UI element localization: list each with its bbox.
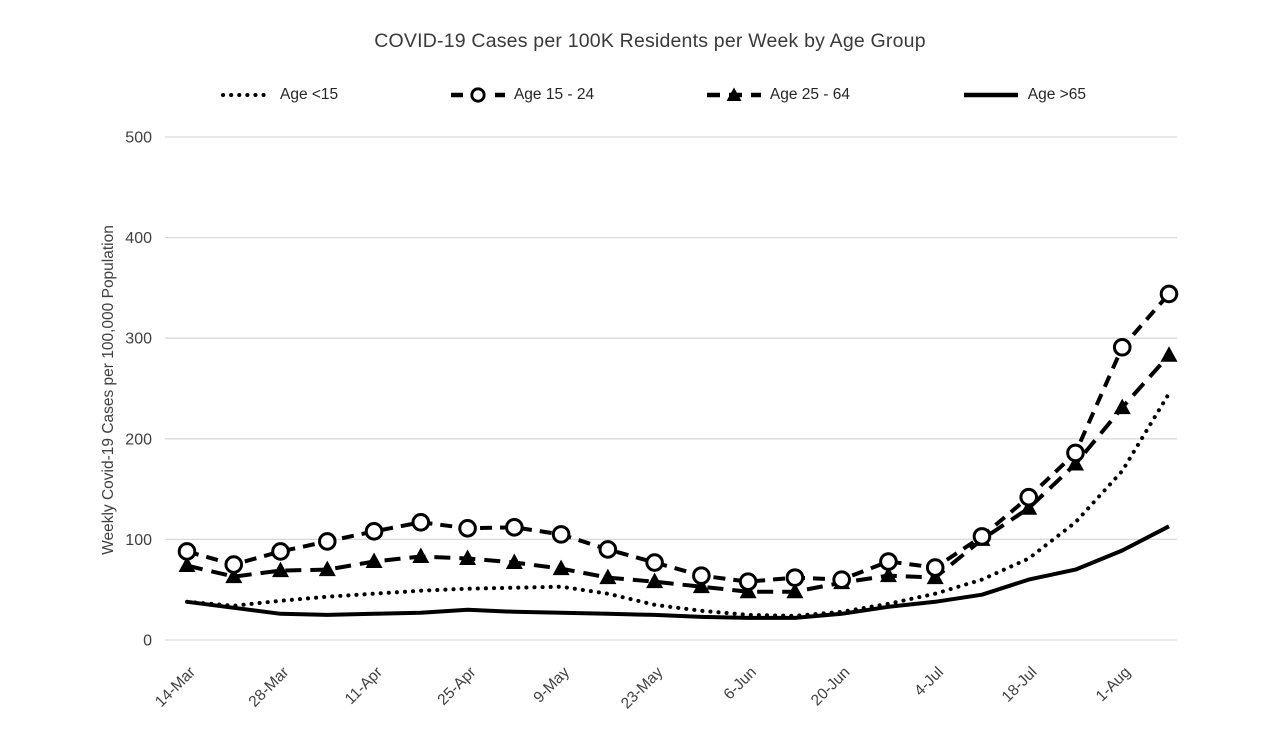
x-axis-tick-labels: 14-Mar 28-Mar 11-Apr 25-Apr 9-May 23-May 6-Jun… [152, 664, 1134, 713]
data-point-marker-circle [364, 522, 384, 541]
data-point-marker-triangle [1066, 454, 1084, 471]
data-point-marker-circle [177, 542, 197, 561]
data-point-marker-circle [785, 568, 805, 587]
data-point-marker-triangle [692, 577, 710, 594]
data-point-marker-circle [1019, 487, 1039, 507]
dotted-line-icon [220, 88, 272, 102]
data-point-marker-triangle [786, 582, 804, 599]
x-tick-label: 20-Jun [808, 664, 854, 710]
y-tick-label: 300 [125, 331, 152, 348]
x-tick-label: 23-May [618, 664, 667, 713]
data-point-marker-triangle [412, 547, 430, 564]
x-tick-label: 25-Apr [434, 664, 479, 709]
legend-label: Age <15 [280, 86, 339, 103]
data-point-marker-circle [832, 570, 851, 589]
data-point-marker-triangle [646, 572, 664, 589]
data-point-marker-triangle [272, 561, 290, 578]
x-tick-label: 11-Apr [342, 664, 386, 708]
legend-label: Age 15 - 24 [513, 86, 595, 103]
data-point-marker-circle [317, 532, 337, 551]
data-point-marker-triangle [178, 556, 196, 573]
data-point-marker-triangle [879, 566, 897, 583]
solid-line-icon [962, 88, 1020, 102]
legend-item-age-25-64: Age 25 - 64 [706, 86, 850, 104]
data-point-marker-circle [224, 555, 244, 574]
data-point-marker-triangle [459, 549, 477, 566]
data-point-marker-circle [598, 540, 618, 559]
x-tick-label: 1-Aug [1093, 664, 1134, 705]
y-tick-label: 100 [125, 532, 152, 549]
data-point-marker-triangle [1160, 346, 1178, 362]
data-point-marker-circle [972, 527, 992, 546]
x-tick-label: 14-Mar [152, 664, 199, 711]
data-point-marker-circle [692, 566, 711, 585]
data-point-marker-circle [505, 518, 524, 537]
x-tick-label: 18-Jul [999, 664, 1041, 706]
data-point-marker-circle [1112, 337, 1132, 357]
data-point-marker-triangle [318, 560, 336, 577]
x-tick-label: 4-Jul [911, 664, 947, 700]
series-line-age-25-64 [186, 353, 1171, 594]
y-tick-label: 200 [125, 431, 152, 448]
data-point-marker-circle [1159, 284, 1179, 304]
y-tick-label: 500 [125, 130, 152, 147]
data-point-marker-triangle [552, 559, 570, 576]
data-point-marker-circle [1066, 443, 1085, 463]
legend-item-age-under-15: Age <15 [220, 86, 338, 104]
x-tick-label: 9-May [530, 664, 573, 707]
legend-item-age-15-24: Age 15 - 24 [450, 86, 594, 104]
x-tick-label: 28-Mar [246, 664, 293, 711]
chart-title: COVID-19 Cases per 100K Residents per We… [374, 30, 926, 52]
legend-label: Age >65 [1027, 86, 1086, 103]
data-point-marker-circle [411, 512, 431, 532]
data-point-marker-triangle [365, 552, 383, 569]
y-tick-label: 400 [125, 230, 152, 247]
data-point-marker-circle [879, 552, 898, 571]
y-axis-tick-labels: 0 100 200 300 400 500 [125, 130, 152, 650]
data-point-marker-triangle [599, 568, 617, 585]
y-axis-title: Weekly Covid-19 Cases per 100,000 Popula… [100, 225, 117, 555]
data-point-marker-triangle [1113, 398, 1131, 415]
data-point-marker-circle [738, 572, 758, 591]
series-line-age-65 [186, 524, 1170, 620]
legend-item-age-over-65: Age >65 [962, 86, 1086, 104]
legend: Age <15 Age 15 - 24 Age 25 - 64 [220, 86, 1086, 104]
data-series [177, 284, 1179, 620]
data-point-marker-triangle [1020, 499, 1038, 515]
data-point-marker-circle [271, 542, 290, 561]
data-point-marker-triangle [505, 553, 523, 570]
legend-label: Age 25 - 64 [769, 86, 851, 103]
series-line-age-15-24 [186, 292, 1171, 584]
x-tick-label: 6-Jun [721, 664, 760, 703]
gridlines [165, 136, 1177, 641]
data-point-marker-circle [458, 519, 477, 538]
data-point-marker-circle [551, 525, 571, 544]
dashed-circle-line-icon [450, 87, 506, 103]
y-tick-label: 0 [143, 633, 152, 650]
data-point-marker-circle [925, 558, 945, 577]
dashed-triangle-line-icon [706, 87, 762, 103]
series-line-age-15 [185, 391, 1171, 618]
data-point-marker-triangle [225, 567, 243, 584]
data-point-marker-circle [645, 553, 664, 572]
